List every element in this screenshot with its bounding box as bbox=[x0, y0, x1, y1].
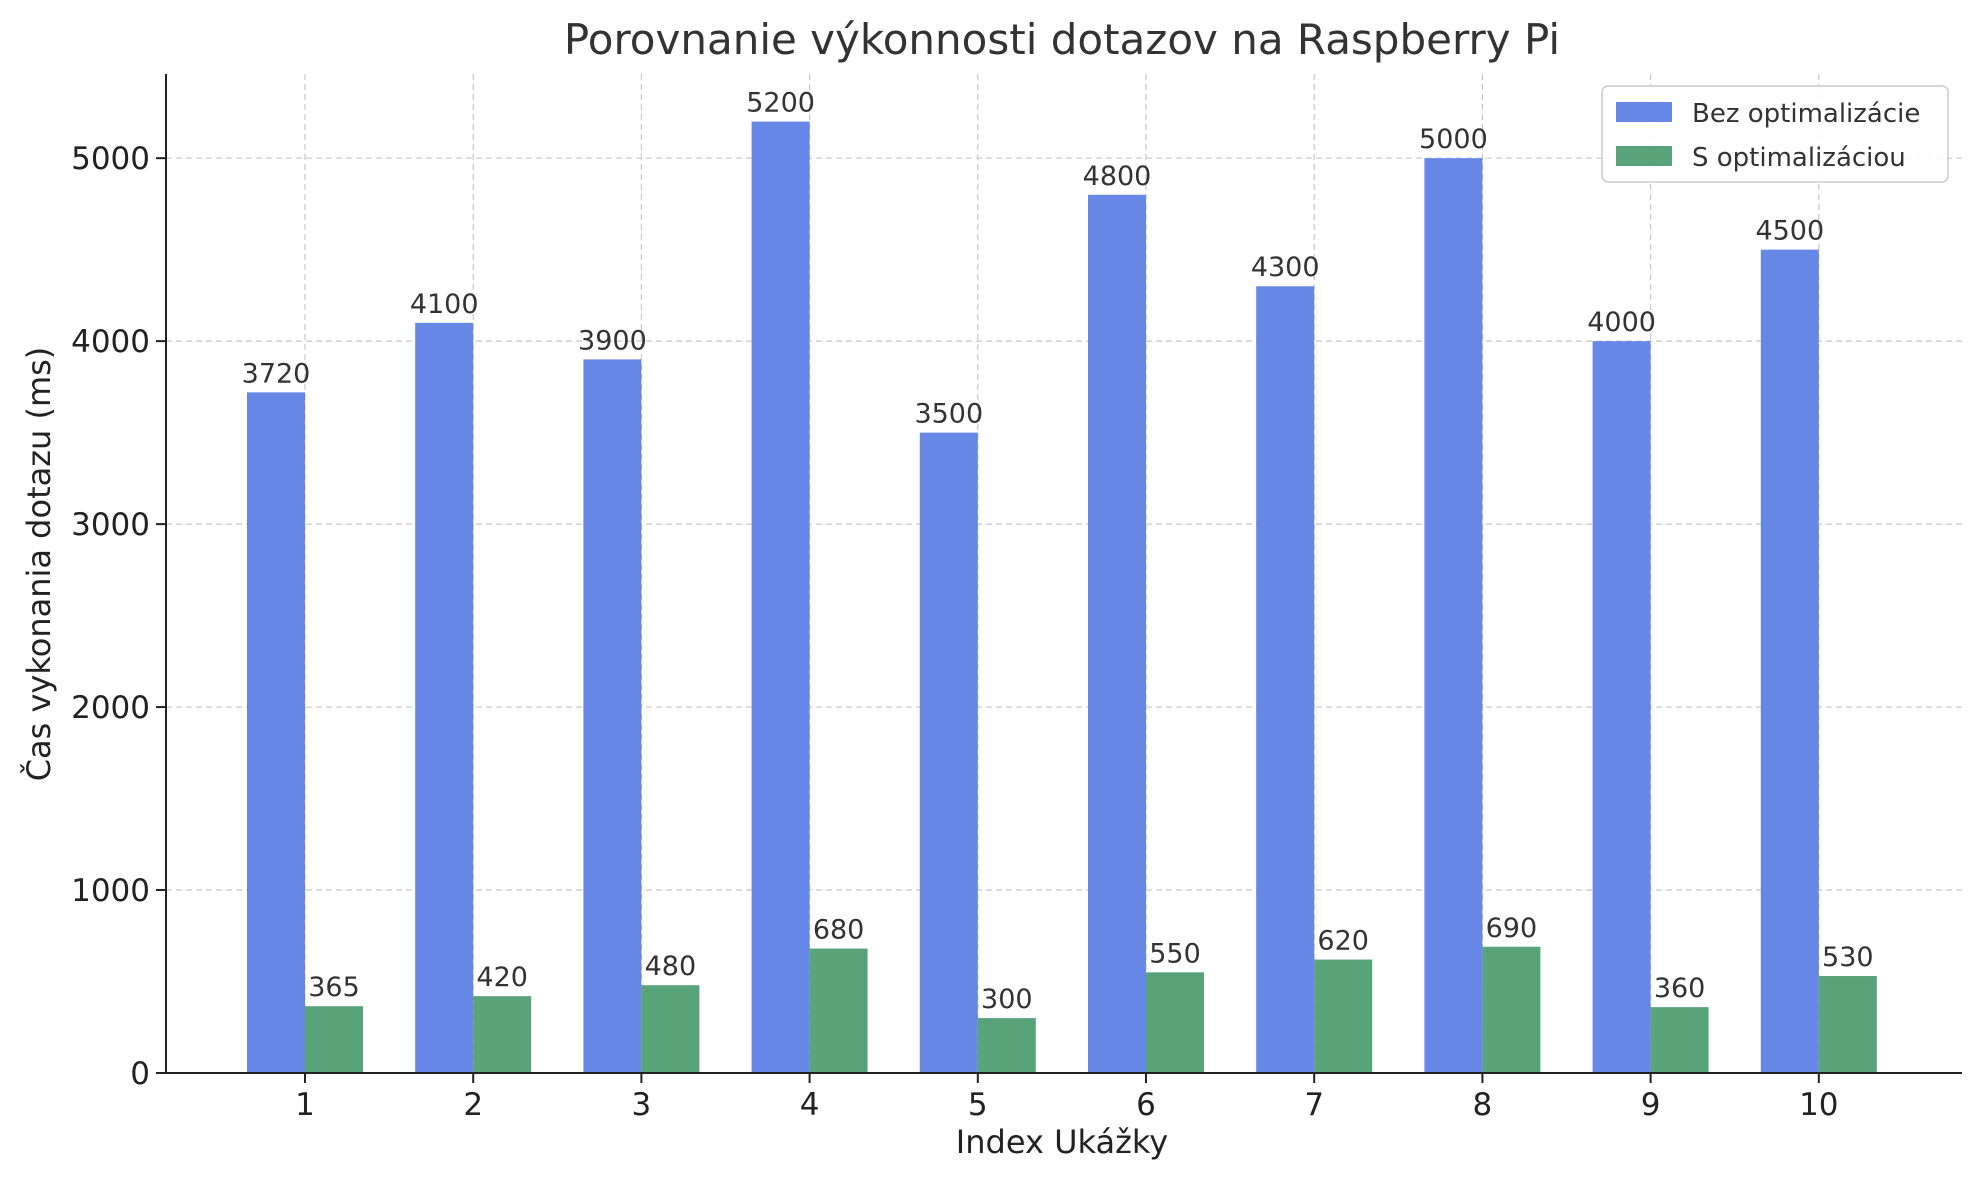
y-tick-label: 2000 bbox=[71, 690, 150, 726]
bar-value-label: 4000 bbox=[1587, 307, 1656, 338]
bar-s-optimalizaciou bbox=[641, 985, 700, 1073]
bar-bez-optimalizacie bbox=[919, 432, 978, 1074]
x-tick-label: 4 bbox=[800, 1087, 820, 1123]
bar-value-label: 420 bbox=[476, 962, 528, 993]
x-tick-label: 6 bbox=[1136, 1087, 1156, 1123]
legend-swatch bbox=[1616, 102, 1672, 122]
bars bbox=[247, 121, 1877, 1074]
bar-s-optimalizaciou bbox=[1818, 976, 1877, 1073]
bar-bez-optimalizacie bbox=[1424, 158, 1483, 1073]
y-axis-label: Čas vykonania dotazu (ms) bbox=[19, 347, 58, 782]
bar-value-label: 4800 bbox=[1083, 161, 1152, 192]
bar-value-label: 5200 bbox=[746, 88, 815, 119]
bar-value-label: 300 bbox=[981, 984, 1033, 1015]
chart-title: Porovnanie výkonnosti dotazov na Raspber… bbox=[564, 15, 1560, 64]
bar-bez-optimalizacie bbox=[1088, 194, 1146, 1073]
bar-s-optimalizaciou bbox=[473, 996, 532, 1073]
x-tick-label: 9 bbox=[1641, 1087, 1661, 1123]
bar-value-label: 4500 bbox=[1755, 216, 1824, 247]
bar-s-optimalizaciou bbox=[1650, 1007, 1709, 1073]
bar-bez-optimalizacie bbox=[415, 322, 474, 1073]
y-tick-label: 3000 bbox=[71, 507, 150, 543]
bar-value-label: 3500 bbox=[914, 399, 983, 430]
x-tick-label: 10 bbox=[1799, 1087, 1838, 1123]
bar-value-label: 4300 bbox=[1251, 252, 1320, 283]
axes: 0 1000 2000 3000 4000 5000 1 2 3 4 5 6 7 8 9 10 bbox=[71, 74, 1962, 1123]
legend-label: S optimalizáciou bbox=[1692, 143, 1906, 173]
bar-s-optimalizaciou bbox=[1146, 972, 1204, 1073]
data-labels: 3720 4100 3900 5200 3500 4800 4300 5000 4000 4500… bbox=[242, 88, 1874, 1016]
bar-bez-optimalizacie bbox=[1592, 341, 1651, 1074]
bar-bez-optimalizacie bbox=[1256, 286, 1315, 1073]
bar-value-label: 365 bbox=[308, 972, 360, 1003]
bar-value-label: 3720 bbox=[242, 358, 311, 389]
bar-value-label: 680 bbox=[813, 915, 865, 946]
x-tick-label: 8 bbox=[1473, 1087, 1493, 1123]
bar-bez-optimalizacie bbox=[751, 121, 810, 1074]
bar-s-optimalizaciou bbox=[1482, 946, 1541, 1073]
legend-swatch bbox=[1616, 146, 1672, 166]
bar-s-optimalizaciou bbox=[809, 948, 868, 1073]
y-tick-label: 1000 bbox=[71, 873, 150, 909]
x-tick-label: 7 bbox=[1304, 1087, 1324, 1123]
y-tick-label: 0 bbox=[130, 1056, 150, 1092]
bar-value-label: 3900 bbox=[578, 325, 647, 356]
bar-value-label: 360 bbox=[1654, 973, 1706, 1004]
bar-value-label: 690 bbox=[1486, 913, 1538, 944]
bar-value-label: 620 bbox=[1317, 926, 1369, 957]
x-tick-label: 2 bbox=[463, 1087, 483, 1123]
bar-value-label: 5000 bbox=[1419, 124, 1488, 155]
bar-value-label: 480 bbox=[645, 951, 697, 982]
bar-value-label: 4100 bbox=[410, 289, 479, 320]
bar-value-label: 550 bbox=[1149, 938, 1201, 969]
bar-s-optimalizaciou bbox=[977, 1018, 1036, 1073]
bar-bez-optimalizacie bbox=[1760, 249, 1819, 1074]
legend: Bez optimalizácie S optimalizáciou bbox=[1601, 85, 1949, 183]
bar-s-optimalizaciou bbox=[1314, 959, 1373, 1073]
y-tick-label: 4000 bbox=[71, 324, 150, 360]
x-axis-label: Index Ukážky bbox=[956, 1123, 1168, 1161]
bar-s-optimalizaciou bbox=[305, 1006, 363, 1073]
legend-label: Bez optimalizácie bbox=[1692, 99, 1920, 129]
x-tick-label: 3 bbox=[632, 1087, 652, 1123]
bar-bez-optimalizacie bbox=[583, 359, 642, 1073]
x-tick-label: 5 bbox=[968, 1087, 988, 1123]
legend-box bbox=[1601, 85, 1949, 183]
bar-value-label: 530 bbox=[1822, 942, 1874, 973]
x-tick-label: 1 bbox=[295, 1087, 315, 1123]
y-tick-label: 5000 bbox=[71, 141, 150, 177]
bar-bez-optimalizacie bbox=[247, 392, 305, 1073]
